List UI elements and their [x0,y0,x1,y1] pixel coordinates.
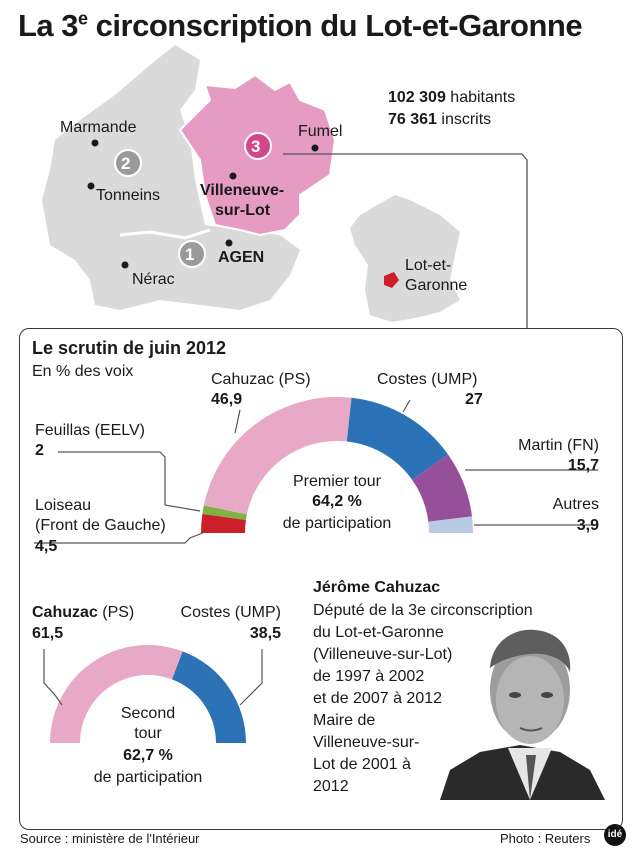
label-autres-first: Autres [552,496,599,513]
town-villeneuve-line2: sur-Lot [215,202,271,219]
circ3-number: 3 [251,137,261,156]
circ3-badge [244,132,272,160]
source-credit: Source : ministère de l'Intérieur [20,831,200,846]
label-martin-first: Martin (FN) [518,437,599,454]
bio-line: et de 2007 à 2012 [313,690,443,707]
panel-subtitle: En % des voix [32,363,134,380]
label-cahuzac-second: Cahuzac (PS) [32,604,135,621]
first-round-donut [201,396,474,533]
segment-cahuzac-second [50,644,183,743]
value-autres-first: 3,9 [576,517,599,534]
label-costes-first: Costes (UMP) [377,371,478,388]
value-cahuzac-first: 46,9 [211,391,243,408]
second-round-center-line1: Second [120,705,176,722]
panel-title: Le scrutin de juin 2012 [32,338,227,358]
bio-line: du Lot-et-Garonne [313,624,444,641]
photo-credit: Photo : Reuters [500,831,591,846]
first-round-participation: 64,2 % [312,493,362,510]
segment-martin [412,454,472,522]
bio-line: de 1997 à 2002 [313,668,425,685]
first-round-center-line1: Premier tour [292,473,382,490]
bio-line: Député de la 3e circonscription [313,602,533,619]
value-costes-first: 27 [465,391,483,408]
circ1-number: 1 [185,245,195,264]
first-round-center-line3: de participation [282,515,392,532]
town-agen: AGEN [218,249,265,266]
second-round-center-line4: de participation [93,769,203,786]
bio-line: Villeneuve-sur- [313,734,420,751]
segment-autres [428,516,474,533]
segment-costes [346,397,449,480]
label-feuillas-first: Feuillas (EELV) [35,422,145,439]
segment-loiseau [201,513,246,533]
town-fumel: Fumel [298,123,343,140]
france-label-line1: Lot-et- [405,257,452,274]
circ1-badge [178,240,206,268]
value-loiseau-first: 4,5 [35,538,58,555]
label-costes-second: Costes (UMP) [180,604,281,621]
second-round-donut [50,644,246,743]
value-martin-first: 15,7 [567,457,599,474]
label-loiseau-line2: (Front de Gauche) [35,517,166,534]
bio-line: (Villeneuve-sur-Lot) [313,646,453,663]
segment-cahuzac [203,396,352,515]
segment-costes-second [172,651,246,743]
lot-et-garonne-highlight [384,272,399,288]
second-round-participation: 62,7 % [123,747,173,764]
segment-feuillas [202,505,247,521]
circ2-number: 2 [121,154,131,173]
stat-habitants: 102 309 habitants [388,89,516,106]
bio-line: 2012 [313,778,349,795]
bio-name: Jérôme Cahuzac [313,579,441,596]
circ2-badge [114,149,142,177]
value-cahuzac-second: 61,5 [32,625,64,642]
page-title: La 3e circonscription du Lot-et-Garonne [18,8,583,43]
value-feuillas-first: 2 [35,442,44,459]
france-map [350,195,460,322]
publisher-logo: idé [604,824,626,846]
france-label-line2: Garonne [405,277,468,294]
town-marmande: Marmande [60,119,137,136]
value-costes-second: 38,5 [249,625,281,642]
department-region [42,45,300,310]
stat-inscrits: 76 361 inscrits [388,111,492,128]
town-villeneuve-line1: Villeneuve- [200,182,285,199]
bio-line: Maire de [313,712,376,729]
label-cahuzac-first: Cahuzac (PS) [211,371,311,388]
second-round-center-line2: tour [134,725,162,742]
bio-line: Lot de 2001 à [313,756,411,773]
town-tonneins: Tonneins [96,187,161,204]
town-nerac: Nérac [132,271,175,288]
label-loiseau-line1: Loiseau [35,497,92,514]
